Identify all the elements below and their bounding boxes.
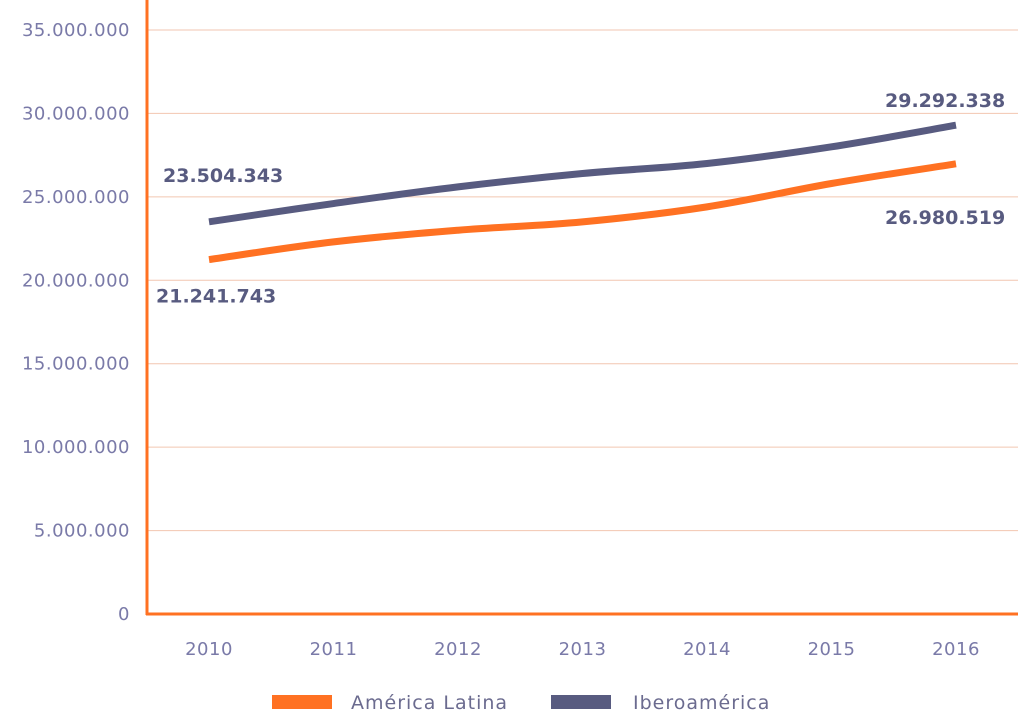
y-tick-label: 30.000.000	[22, 103, 130, 124]
data-label: 23.504.343	[163, 165, 283, 187]
gridlines	[147, 29, 1018, 532]
data-label: 21.241.743	[156, 286, 276, 308]
legend-label: América Latina	[351, 692, 508, 714]
y-tick-label: 20.000.000	[22, 270, 130, 291]
y-tick-label: 15.000.000	[22, 354, 130, 375]
data-labels: 21.241.743 26.980.519 23.504.343 29.292.338	[156, 90, 1005, 307]
y-tick-label: 35.000.000	[22, 20, 130, 41]
legend-swatch	[551, 695, 611, 709]
series-lines	[208, 121, 957, 264]
series-line	[208, 121, 957, 226]
x-tick-label: 2013	[559, 639, 607, 660]
legend-label: Iberoamérica	[633, 692, 770, 714]
y-tick-label: 0	[118, 604, 130, 625]
x-tick-label: 2015	[808, 639, 856, 660]
x-tick-label: 2014	[683, 639, 731, 660]
x-tick-label: 2012	[434, 639, 482, 660]
x-tick-label: 2011	[310, 639, 358, 660]
axes	[145, 0, 1018, 616]
x-tick-label: 2016	[932, 639, 980, 660]
data-label: 29.292.338	[885, 90, 1005, 112]
y-tick-label: 10.000.000	[22, 437, 130, 458]
y-tick-label: 5.000.000	[34, 521, 130, 542]
y-tick-label: 25.000.000	[22, 187, 130, 208]
legend-swatch	[272, 695, 332, 709]
legend: América Latina Iberoamérica	[272, 692, 770, 714]
y-axis-ticks: 0 5.000.000 10.000.000 15.000.000 20.000.000…	[22, 20, 130, 625]
data-label: 26.980.519	[885, 207, 1005, 229]
x-tick-label: 2010	[185, 639, 233, 660]
series-line	[208, 160, 957, 264]
x-axis-ticks: 2010 2011 2012 2013 2014 2015 2016	[185, 639, 980, 660]
